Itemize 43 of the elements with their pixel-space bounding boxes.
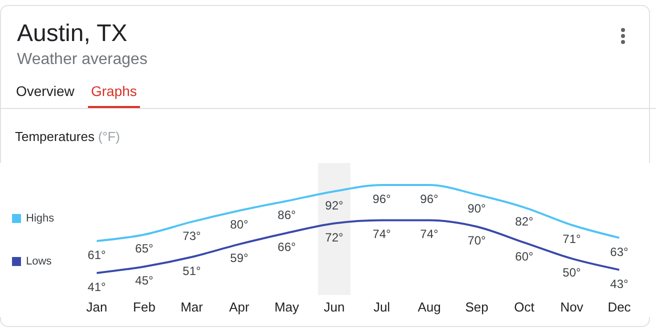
text: Overview [16,83,74,101]
x-tick-label: Dec [608,300,632,314]
data-label: 61° [88,248,106,262]
data-label: 63° [610,244,629,259]
data-label: 65° [135,242,154,256]
data-label: 60° [515,250,534,264]
data-label: 74° [420,227,439,242]
data-label: 90° [468,202,486,216]
data-label: 73° [182,228,202,243]
x-tick-label: Jul [373,300,390,314]
data-label: 92° [325,198,344,212]
data-label: 72° [325,230,344,244]
x-tick-label: Feb [133,300,156,314]
chart-title: Austin, TX [17,20,128,48]
text: Graphs [88,83,140,108]
x-tick-label: May [274,300,300,314]
data-label: 80° [230,218,249,232]
data-label: 43° [610,276,629,291]
data-label: 41° [88,280,106,294]
x-tick-label: Apr [229,300,250,314]
data-label: 50° [562,266,582,280]
data-label: 71° [562,232,582,246]
y-axis-title: Temperatures (°F) [15,129,120,144]
x-tick-label: Nov [560,300,584,314]
x-tick-label: Mar [180,300,204,314]
data-label: 59° [230,251,249,266]
data-label: 66° [278,240,296,254]
legend-label: Lows [26,256,52,268]
data-label: 45° [135,274,154,288]
x-tick-label: Aug [418,300,441,314]
data-label: 96° [420,192,439,206]
x-tick-label: Sep [465,300,488,314]
data-label: 86° [278,208,296,222]
data-label: 51° [182,264,202,278]
data-label: 70° [468,234,486,248]
x-tick-label: Oct [514,300,535,314]
data-label: 96° [372,192,392,206]
chart-subtitle: Weather averages [17,51,148,69]
x-tick-label: Jun [324,300,345,314]
data-label: 74° [372,227,392,242]
data-label: 82° [515,214,534,228]
legend-label: Highs [26,212,55,224]
x-tick-label: Jan [86,300,108,314]
